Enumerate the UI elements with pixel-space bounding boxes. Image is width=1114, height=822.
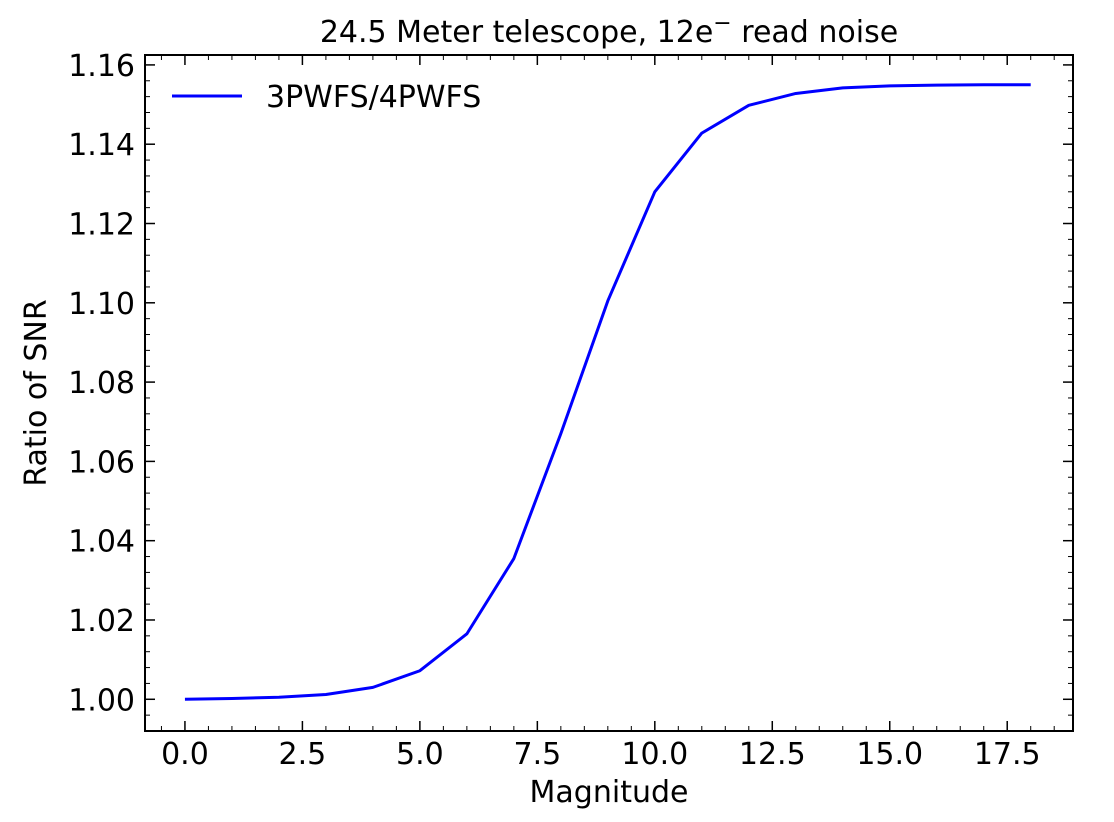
series-line-3pwfs-4pwfs [184,83,1031,701]
tick-labels-layer: 0.0 2.5 5.0 7.5 10.0 12.5 15.0 17.5 1.00 1.02 1.04… [68,49,1040,772]
y-tick-label: 1.10 [68,287,135,322]
x-tick-label: 17.5 [974,737,1041,772]
chart-title-superscript: − [713,11,731,36]
y-tick-label: 1.08 [68,366,135,401]
y-tick-label: 1.00 [68,683,135,718]
chart-title-rest: read noise [732,15,898,50]
series-layer [184,83,1031,701]
legend-label-3pwfs-4pwfs: 3PWFS/4PWFS [266,80,481,115]
ticks-layer [145,55,1073,732]
x-tick-label: 7.5 [513,737,561,772]
x-tick-label: 0.0 [161,737,209,772]
y-tick-label: 1.16 [68,49,135,84]
chart-title: 24.5 Meter telescope, 12e− read noise [320,11,898,50]
y-axis-label: Ratio of SNR [19,299,54,486]
y-tick-label: 1.06 [68,445,135,480]
x-tick-label: 10.0 [621,737,688,772]
y-tick-label: 1.04 [68,525,135,560]
x-axis-label: Magnitude [530,775,689,810]
chart-title-main: 24.5 Meter telescope, 12e [320,15,713,50]
y-tick-label: 1.12 [68,208,135,243]
x-tick-label: 2.5 [279,737,327,772]
legend: 3PWFS/4PWFS [172,80,481,115]
x-tick-label: 5.0 [396,737,444,772]
x-tick-label: 15.0 [856,737,923,772]
y-tick-label: 1.02 [68,604,135,639]
y-tick-label: 1.14 [68,128,135,163]
plot-frame [144,54,1074,732]
x-tick-label: 12.5 [739,737,806,772]
